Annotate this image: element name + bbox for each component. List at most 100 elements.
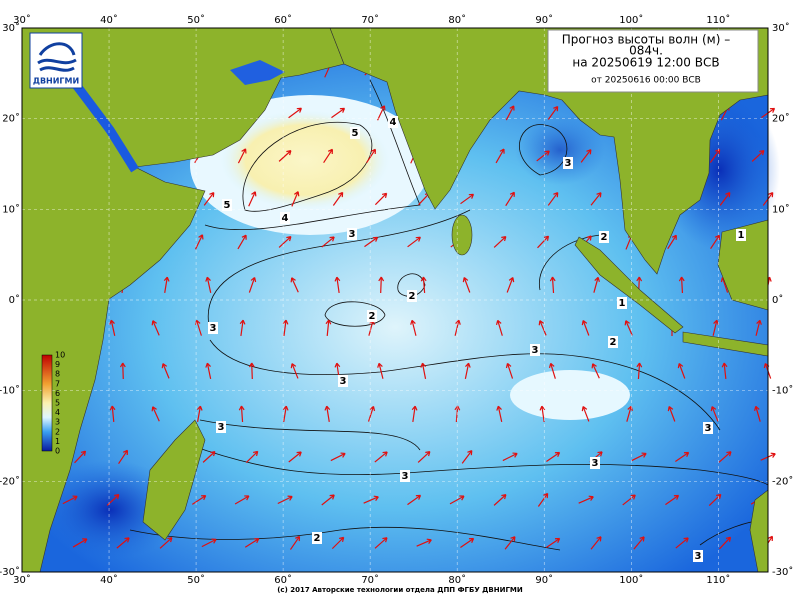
wave-arrow	[72, 538, 88, 548]
wave-arrow	[547, 192, 559, 206]
colorbar-label: 6	[55, 389, 60, 398]
wave-arrow	[420, 362, 427, 379]
contour-label: 1	[738, 230, 745, 241]
contour-label: 3	[532, 345, 539, 356]
lat-label: 20˚	[772, 113, 790, 125]
lat-label: -20˚	[772, 475, 793, 487]
wave-arrow	[377, 362, 384, 379]
wave-arrow	[411, 405, 418, 423]
wave-arrow	[593, 276, 600, 293]
wave-arrow	[590, 536, 602, 550]
wave-arrow	[581, 406, 590, 422]
colorbar-label: 1	[55, 437, 60, 446]
contour-label-bg	[338, 375, 348, 387]
contour-label: 4	[390, 117, 397, 128]
colorbar-label: 8	[55, 370, 60, 379]
wave-arrow	[289, 535, 301, 550]
wave-arrow	[678, 276, 685, 294]
wave-arrow	[665, 494, 680, 506]
high-wave-core	[220, 110, 390, 210]
contour-label-bg	[736, 229, 746, 241]
wave-arrow	[495, 148, 505, 164]
colorbar-label: 3	[55, 418, 60, 427]
contour-label: 3	[695, 551, 702, 562]
contour-label-bg	[400, 470, 410, 482]
sri-lanka	[451, 214, 473, 256]
contour-label-bg	[530, 344, 540, 356]
persian-gulf	[230, 60, 285, 85]
wave-arrow	[718, 451, 732, 463]
contour-label: 3	[210, 323, 217, 334]
sumatra	[574, 236, 684, 334]
contour-label-bg	[216, 421, 226, 433]
wave-arrow	[677, 363, 686, 379]
title-box: Прогноз высоты волн (м) – 084ч. на 20250…	[547, 29, 759, 93]
colorbar-label: 5	[55, 399, 60, 408]
wave-arrow	[290, 277, 299, 293]
wave-arrow	[331, 107, 346, 119]
contour-label: 2	[610, 337, 617, 348]
base-time: от 20250616 00:00 ВСВ	[591, 76, 701, 86]
wave-arrow	[237, 234, 247, 250]
wave-arrow	[321, 236, 335, 248]
lon-label: 40˚	[100, 14, 118, 26]
wave-arrow	[548, 362, 556, 379]
wave-arrow	[710, 234, 721, 249]
lon-label: 100˚	[619, 14, 643, 26]
lon-label: 40˚	[100, 574, 118, 586]
wave-arrow	[237, 148, 247, 164]
contour-labels: 5 4 5 4 3 3 2 2 3 2 1 3 3 3 3 3 3 2 3 2 1	[208, 116, 746, 562]
wave-arrow	[754, 405, 761, 422]
wave-arrow	[321, 494, 335, 506]
wave-arrow	[278, 150, 292, 162]
madagascar	[142, 419, 206, 541]
colorbar	[41, 354, 53, 452]
wave-arrow	[420, 276, 427, 294]
wave-arrow	[62, 495, 78, 505]
contour-label-bg	[407, 290, 417, 302]
lon-label: 70˚	[361, 574, 379, 586]
wave-arrow	[636, 362, 643, 380]
lat-label: -10˚	[772, 385, 793, 397]
lon-label: 110˚	[706, 14, 730, 26]
borneo	[717, 219, 769, 311]
lon-label: 30˚	[13, 574, 31, 586]
wave-arrow	[407, 236, 421, 248]
lon-label: 80˚	[448, 14, 466, 26]
wave-arrow	[546, 451, 561, 463]
lon-label: 80˚	[448, 574, 466, 586]
calm-zone	[515, 115, 605, 185]
wave-arrow	[710, 406, 719, 422]
lat-label: -20˚	[0, 475, 20, 487]
wave-arrow	[234, 495, 250, 505]
swell-zone	[510, 370, 630, 420]
wave-arrow	[721, 362, 728, 380]
footer: (с) 2017 Авторские технологии отдела ДПП…	[277, 586, 523, 594]
wave-arrow	[505, 191, 515, 207]
contour-label-bg	[693, 550, 703, 562]
map-frame	[21, 27, 769, 573]
wave-arrow	[334, 276, 341, 294]
lat-label: 0˚	[772, 294, 783, 306]
wave-arrow	[151, 320, 160, 336]
wave-arrow	[323, 148, 333, 164]
wave-arrow	[751, 149, 765, 162]
wave-arrow	[581, 320, 590, 336]
contour-label-bg	[280, 212, 290, 224]
wave-arrow	[417, 450, 431, 463]
lon-label: 90˚	[535, 574, 553, 586]
wave-arrow	[460, 193, 475, 205]
wave-arrow	[591, 363, 600, 379]
wave-arrow	[633, 536, 645, 550]
wave-arrow	[667, 234, 677, 250]
wave-arrow	[282, 405, 289, 422]
wave-arrow	[239, 319, 246, 337]
lon-label: 60˚	[274, 574, 292, 586]
wave-arrow	[755, 319, 762, 336]
wave-arrow	[537, 235, 550, 249]
wave-arrow	[493, 494, 507, 506]
wave-arrow	[506, 277, 515, 293]
contour-label: 3	[340, 376, 347, 387]
colorbar-label: 0	[55, 447, 60, 456]
wave-arrow	[719, 192, 731, 206]
